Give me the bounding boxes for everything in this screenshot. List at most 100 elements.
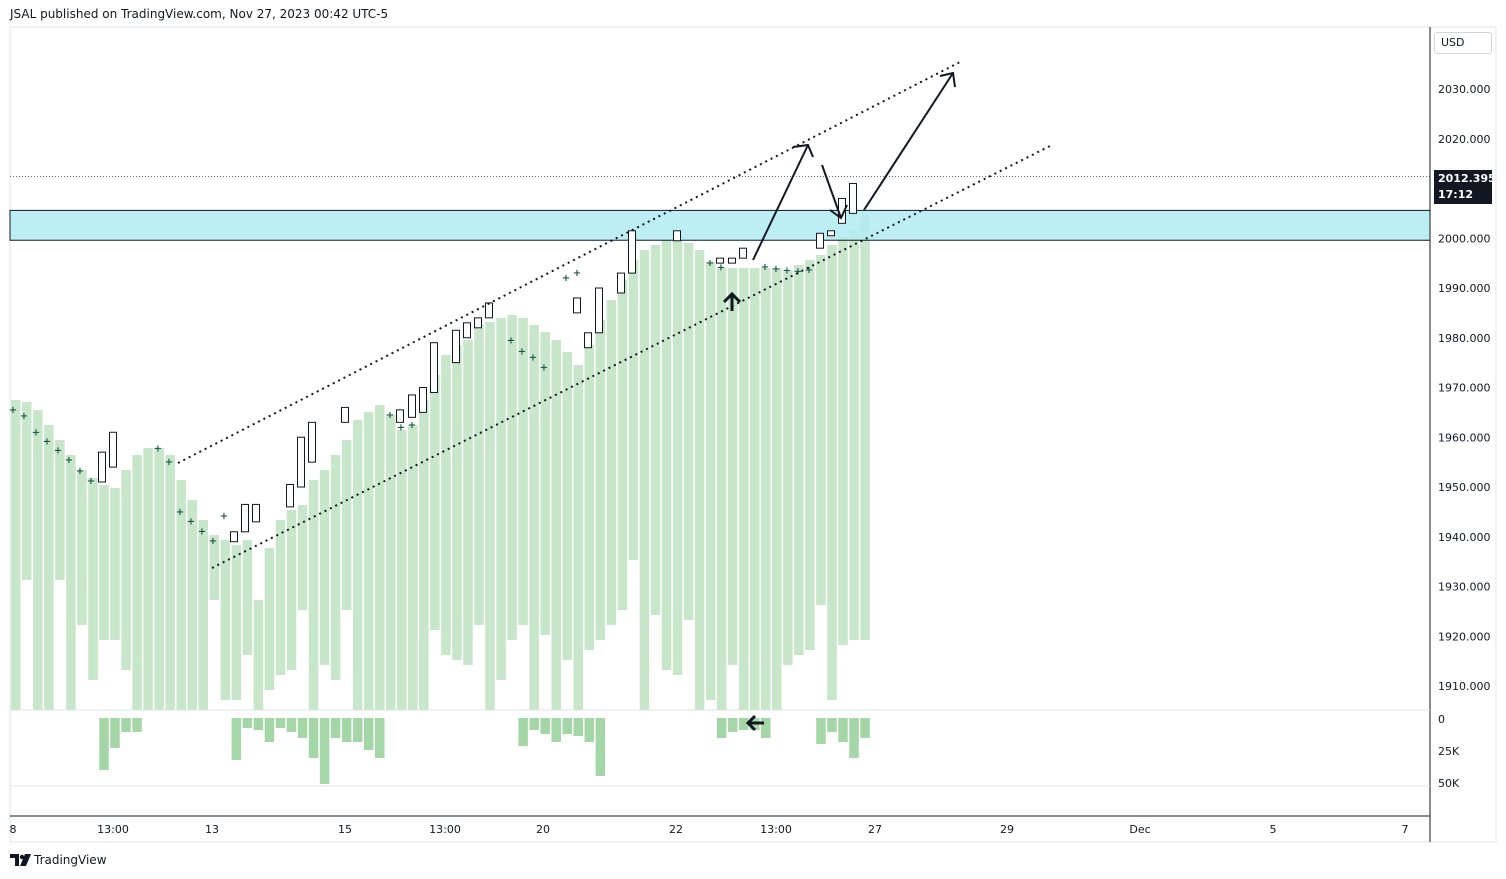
volume-profile-bar — [308, 480, 319, 710]
signal-marker: + — [794, 267, 802, 278]
volume-profile-bar — [44, 425, 54, 710]
time-tick-label: 20 — [536, 823, 550, 836]
volume-profile-bar — [176, 480, 186, 710]
volume-profile-bar — [672, 240, 683, 675]
volume-profile-bar — [639, 250, 650, 710]
volume-profile-bar — [110, 488, 120, 640]
time-tick-label: 13:00 — [97, 823, 129, 836]
time-tick-label: 5 — [1270, 823, 1277, 836]
signal-marker: + — [32, 427, 40, 438]
signal-marker: + — [783, 266, 791, 277]
volume-histogram-bar — [264, 718, 275, 742]
time-axis-ticks: 8 13:00 13 15 13:00 20 22 13:00 27 29 Dec 5 7 — [10, 823, 1409, 836]
candle — [584, 332, 592, 349]
volume-histogram-bar — [849, 718, 859, 758]
signal-marker: + — [772, 264, 780, 275]
volume-histogram-bar — [816, 718, 826, 744]
signal-marker: + — [805, 265, 813, 276]
volume-histogram-bar — [838, 718, 848, 742]
channel-lower-line[interactable] — [211, 145, 1051, 569]
volume-histogram-bar — [727, 718, 738, 732]
candle — [474, 317, 482, 329]
volume-profile-bar — [573, 365, 584, 710]
volume-profile-bar — [772, 268, 782, 710]
signal-marker: + — [154, 444, 162, 455]
signal-marker: + — [518, 347, 526, 358]
volume-profile-bars — [11, 215, 870, 710]
volume-profile-bar — [584, 345, 595, 650]
volume-profile-bar — [66, 455, 76, 710]
time-tick-label: 22 — [669, 823, 683, 836]
signal-marker: + — [573, 268, 581, 279]
volume-profile-bar — [761, 268, 771, 710]
signal-marker: + — [761, 262, 769, 273]
signal-marker: + — [198, 526, 206, 537]
volume-profile-bar — [529, 325, 539, 710]
candle — [716, 257, 724, 264]
volume-histogram-bar — [352, 718, 363, 742]
candle — [286, 484, 294, 508]
volume-profile-bar — [816, 255, 826, 605]
price-tick-label: 1930.000 — [1438, 581, 1491, 594]
candle — [573, 297, 581, 314]
candle — [595, 287, 603, 334]
signal-marker: + — [706, 258, 714, 269]
currency-selector[interactable]: USD — [1434, 32, 1492, 54]
volume-histogram-bar — [827, 718, 837, 732]
candle — [230, 531, 238, 543]
candle — [341, 406, 349, 423]
signal-marker: + — [220, 511, 228, 522]
volume-profile-bar — [165, 455, 175, 710]
candle — [673, 230, 681, 242]
volume-profile-bar — [551, 340, 561, 710]
candle — [396, 409, 404, 423]
time-tick-label: 27 — [868, 823, 882, 836]
volume-histogram-bar — [121, 718, 131, 732]
volume-tick-label: 0 — [1438, 713, 1445, 726]
signal-marker: + — [176, 507, 184, 518]
signal-marker: + — [529, 353, 537, 364]
signal-marker: + — [43, 437, 51, 448]
volume-histogram-bar — [341, 718, 352, 742]
volume-histogram-bar — [374, 718, 385, 758]
signal-marker: + — [54, 446, 62, 457]
volume-profile-bar — [474, 325, 484, 625]
volume-profile-bar — [154, 448, 164, 710]
volume-histogram-bar — [99, 718, 109, 770]
candle — [463, 322, 471, 339]
candle — [452, 329, 460, 364]
candle — [241, 503, 249, 533]
signal-marker: + — [562, 273, 570, 284]
channel-upper-line[interactable] — [177, 61, 961, 464]
volume-profile-bar — [352, 420, 363, 710]
volume-profile-bar — [408, 425, 418, 710]
volume-profile-bar — [242, 540, 253, 655]
marker-series: +++++++++++++++++++++ +++++ + + + + + — [9, 258, 813, 547]
volume-histogram-bar — [297, 718, 308, 738]
volume-profile-bar — [738, 268, 749, 710]
candle — [98, 451, 106, 483]
volume-profile-bar — [22, 402, 32, 580]
volume-histogram-bar — [242, 718, 253, 728]
candle — [728, 257, 736, 264]
volume-profile-bar — [77, 470, 87, 625]
volume-histogram-bar — [286, 718, 297, 732]
resistance-zone[interactable] — [9, 209, 1431, 241]
volume-histogram-bar — [551, 718, 561, 742]
price-tick-label: 1970.000 — [1438, 382, 1491, 395]
volume-profile-bar — [33, 410, 43, 710]
volume-profile-bar — [297, 505, 308, 610]
volume-profile-bar — [11, 400, 21, 710]
volume-profile-bar — [783, 270, 793, 665]
volume-profile-bar — [231, 545, 242, 700]
volume-profile-bar — [286, 510, 297, 670]
candle — [109, 431, 117, 468]
projection-path[interactable] — [752, 71, 956, 261]
footer-brand[interactable]: TradingView — [10, 853, 107, 867]
last-price-tag: 2012.395 17:12 — [1434, 170, 1496, 204]
candle — [816, 232, 824, 249]
volume-profile-bar — [187, 500, 197, 710]
signal-marker: + — [76, 466, 84, 477]
signal-marker: + — [540, 363, 548, 374]
